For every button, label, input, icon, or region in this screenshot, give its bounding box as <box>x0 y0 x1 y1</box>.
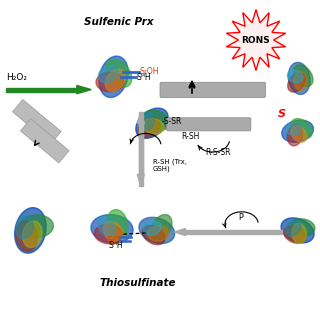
Polygon shape <box>140 112 154 130</box>
Polygon shape <box>289 219 315 236</box>
Polygon shape <box>282 120 314 142</box>
Polygon shape <box>148 226 169 241</box>
Polygon shape <box>106 59 132 87</box>
Polygon shape <box>91 215 133 243</box>
Text: SᴹH: SᴹH <box>137 73 152 82</box>
Polygon shape <box>143 110 170 130</box>
Polygon shape <box>20 119 69 163</box>
Polygon shape <box>139 112 143 174</box>
Polygon shape <box>16 221 37 252</box>
Polygon shape <box>291 119 312 139</box>
Polygon shape <box>284 226 306 243</box>
Polygon shape <box>287 124 302 146</box>
Polygon shape <box>291 125 307 142</box>
Polygon shape <box>105 69 125 92</box>
Text: R-SH: R-SH <box>181 132 199 141</box>
Text: S: S <box>278 108 286 119</box>
Polygon shape <box>98 216 116 236</box>
Text: -S-SR: -S-SR <box>162 117 182 126</box>
Polygon shape <box>136 108 168 138</box>
Polygon shape <box>137 112 144 123</box>
Polygon shape <box>288 62 310 94</box>
Polygon shape <box>186 230 282 234</box>
Text: Sulfenic Prx: Sulfenic Prx <box>84 17 153 28</box>
Polygon shape <box>96 72 124 92</box>
Polygon shape <box>6 88 78 92</box>
Polygon shape <box>143 221 161 235</box>
Polygon shape <box>94 224 123 244</box>
Text: H₂O₂: H₂O₂ <box>6 73 28 82</box>
Polygon shape <box>99 56 128 98</box>
Polygon shape <box>285 123 302 135</box>
Polygon shape <box>293 65 313 86</box>
Text: S₂O: S₂O <box>106 236 120 245</box>
Polygon shape <box>285 221 301 236</box>
Polygon shape <box>103 221 124 244</box>
Polygon shape <box>288 73 305 92</box>
Text: R-S-SR: R-S-SR <box>205 148 230 157</box>
Polygon shape <box>12 100 61 144</box>
Polygon shape <box>151 214 172 240</box>
Polygon shape <box>294 72 307 91</box>
Polygon shape <box>98 66 118 83</box>
Text: Thiosulfinate: Thiosulfinate <box>99 278 176 288</box>
Polygon shape <box>226 10 286 70</box>
Text: RONS: RONS <box>242 36 270 44</box>
Polygon shape <box>174 228 186 236</box>
Polygon shape <box>143 118 164 134</box>
Text: S₂OH: S₂OH <box>140 67 159 76</box>
Polygon shape <box>22 221 42 248</box>
Polygon shape <box>16 216 34 239</box>
Polygon shape <box>15 208 46 253</box>
Text: SᴹH: SᴹH <box>109 241 124 250</box>
Polygon shape <box>19 215 53 238</box>
Polygon shape <box>139 123 143 186</box>
Text: Pᴵ: Pᴵ <box>239 213 244 222</box>
FancyBboxPatch shape <box>160 82 266 98</box>
Polygon shape <box>139 217 175 244</box>
Polygon shape <box>292 223 306 243</box>
Polygon shape <box>281 218 314 243</box>
Polygon shape <box>107 210 128 241</box>
Text: R-SH (Trx,
GSH): R-SH (Trx, GSH) <box>153 158 187 172</box>
Polygon shape <box>142 225 165 245</box>
FancyBboxPatch shape <box>167 118 251 131</box>
Polygon shape <box>77 85 91 94</box>
Polygon shape <box>138 118 160 138</box>
Polygon shape <box>137 174 144 186</box>
Polygon shape <box>287 70 303 83</box>
